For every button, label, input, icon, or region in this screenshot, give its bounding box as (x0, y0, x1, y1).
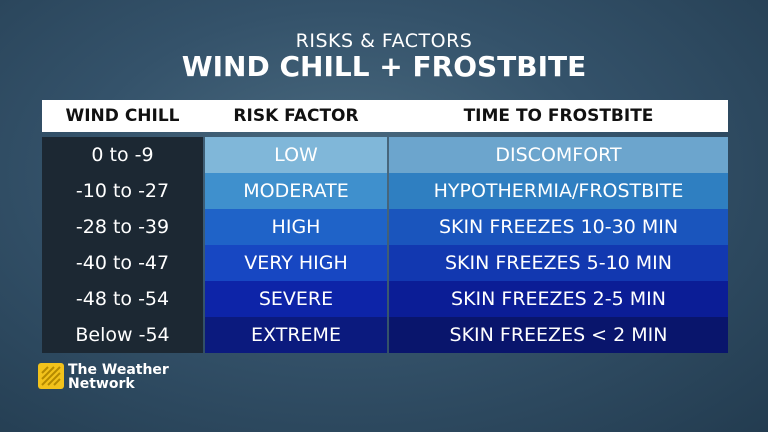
title: WIND CHILL + FROSTBITE (181, 50, 587, 83)
column-header: WIND CHILL (65, 106, 180, 126)
table-row: -40 to -47 VERY HIGH SKIN FREEZES 5-10 MIN (42, 245, 728, 281)
table-cell: HYPOTHERMIA/FROSTBITE (389, 173, 728, 209)
table-row: -48 to -54 SEVERE SKIN FREEZES 2-5 MIN (42, 281, 728, 317)
table-row: -10 to -27 MODERATE HYPOTHERMIA/FROSTBITE (42, 173, 728, 209)
table-row: -28 to -39 HIGH SKIN FREEZES 10-30 MIN (42, 209, 728, 245)
table-cell: 0 to -9 (42, 137, 203, 173)
table-cell: VERY HIGH (205, 245, 387, 281)
logo-text: The Weather (68, 362, 169, 378)
table-cell: -40 to -47 (42, 245, 203, 281)
table-row: 0 to -9 LOW DISCOMFORT (42, 137, 728, 173)
logo-icon (38, 363, 64, 389)
subtitle: RISKS & FACTORS (295, 30, 473, 52)
table-cell: MODERATE (205, 173, 387, 209)
table-cell: HIGH (205, 209, 387, 245)
column-header: RISK FACTOR (233, 106, 359, 126)
header-row: WIND CHILL RISK FACTOR TIME TO FROSTBITE (42, 100, 728, 132)
table-cell: DISCOMFORT (389, 137, 728, 173)
table-cell: SEVERE (205, 281, 387, 317)
table-cell: Below -54 (42, 317, 203, 353)
logo-text: Network (68, 376, 135, 392)
table-cell: SKIN FREEZES 5-10 MIN (389, 245, 728, 281)
table-cell: SKIN FREEZES < 2 MIN (389, 317, 728, 353)
table-row: Below -54 EXTREME SKIN FREEZES < 2 MIN (42, 317, 728, 353)
table-cell: EXTREME (205, 317, 387, 353)
table-cell: SKIN FREEZES 10-30 MIN (389, 209, 728, 245)
table-cell: -28 to -39 (42, 209, 203, 245)
logo-graphic (41, 366, 61, 386)
column-header: TIME TO FROSTBITE (463, 106, 654, 126)
table-cell: -10 to -27 (42, 173, 203, 209)
table-cell: -48 to -54 (42, 281, 203, 317)
table-cell: LOW (205, 137, 387, 173)
table: WIND CHILL RISK FACTOR TIME TO FROSTBITE 0 … (42, 100, 728, 353)
table-cell: SKIN FREEZES 2-5 MIN (389, 281, 728, 317)
